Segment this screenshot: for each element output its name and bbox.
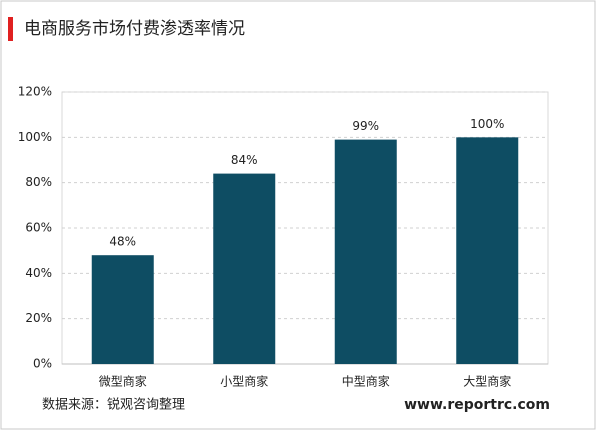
value-label: 100% [470, 117, 504, 131]
bar [91, 255, 154, 364]
bar [334, 139, 397, 364]
y-tick-label: 20% [25, 311, 52, 325]
value-label: 48% [109, 235, 136, 249]
y-tick-label: 100% [18, 130, 52, 144]
title-accent [8, 17, 13, 41]
bar [456, 137, 519, 364]
y-tick-label: 40% [25, 266, 52, 280]
x-tick-label: 中型商家 [342, 374, 390, 389]
x-tick-label: 小型商家 [220, 374, 268, 389]
bar [213, 173, 276, 364]
value-label: 99% [352, 119, 379, 133]
x-tick-label: 微型商家 [99, 374, 147, 389]
y-tick-label: 120% [18, 85, 52, 99]
website: www.reportrc.com [404, 397, 550, 413]
y-tick-label: 60% [25, 221, 52, 235]
x-tick-label: 大型商家 [463, 374, 511, 389]
y-tick-label: 80% [25, 175, 52, 189]
value-label: 84% [231, 153, 258, 167]
chart-title: 电商服务市场付费渗透率情况 [24, 19, 245, 39]
source: 数据来源：锐观咨询整理 [42, 398, 185, 413]
y-tick-label: 0% [33, 357, 52, 371]
